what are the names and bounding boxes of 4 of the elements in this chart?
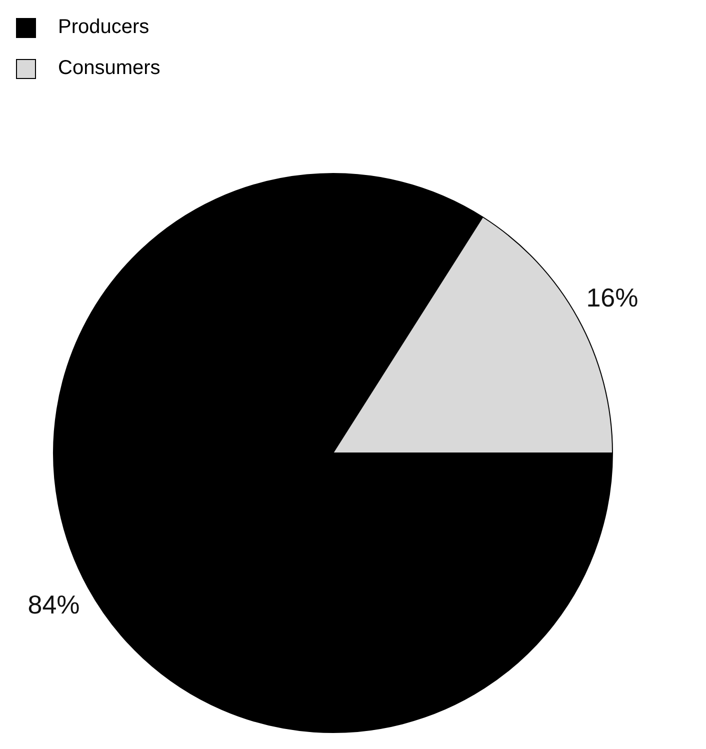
data-label: 84% — [28, 590, 80, 620]
legend-label: Producers — [58, 16, 150, 39]
legend-label: Consumers — [58, 57, 160, 80]
data-label: 16% — [586, 282, 638, 313]
